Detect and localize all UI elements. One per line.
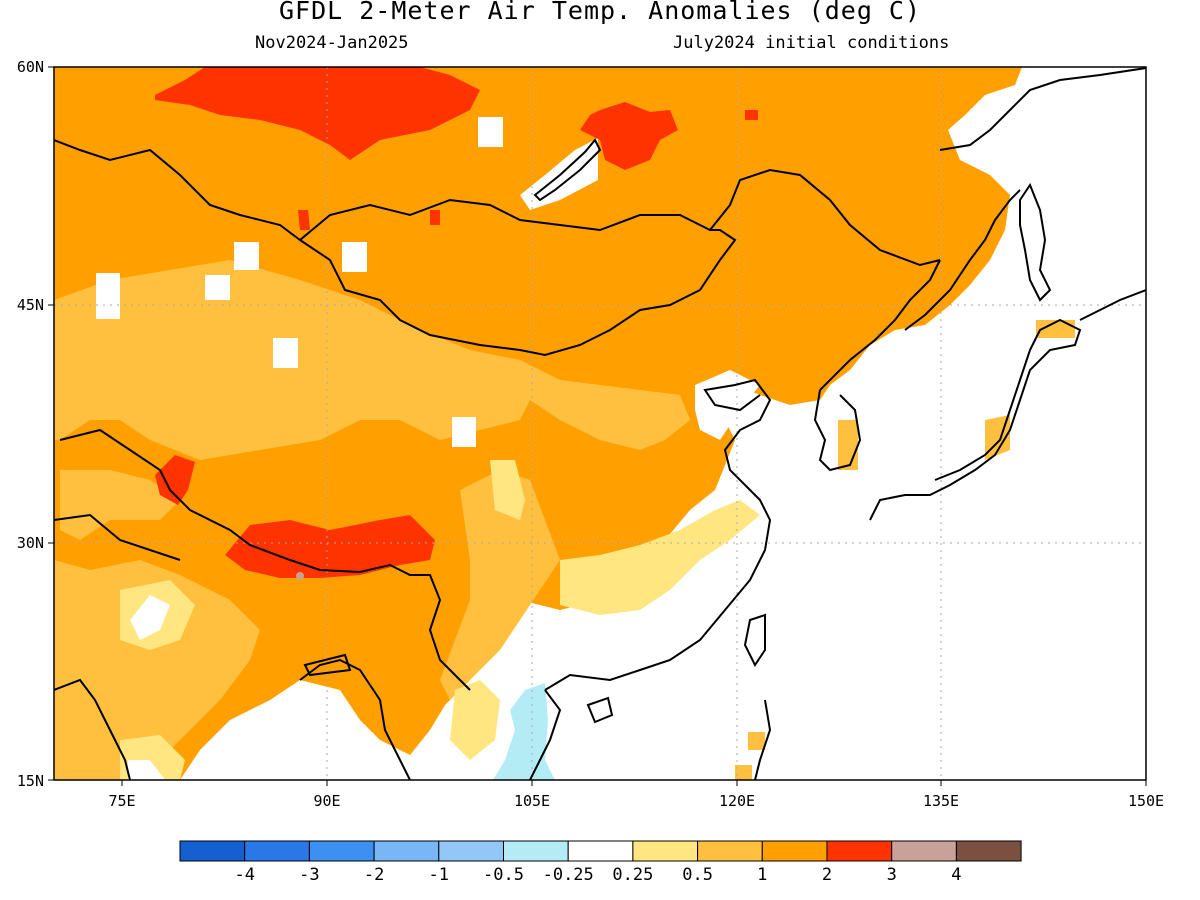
colorbar-label: 3 bbox=[887, 865, 897, 885]
anomaly-region-1-2 bbox=[54, 67, 1022, 780]
anomaly-region-05-1 bbox=[440, 470, 560, 700]
colorbar-label: -4 bbox=[234, 865, 254, 885]
coastlines-borders bbox=[54, 67, 1146, 780]
lat-label: 15N bbox=[17, 772, 44, 790]
lon-label: 90E bbox=[313, 792, 340, 810]
lat-label: 60N bbox=[17, 58, 44, 76]
anomaly-region-2-3 bbox=[155, 455, 195, 505]
colorbar-swatch bbox=[761, 840, 828, 862]
anomaly-region-2-3 bbox=[580, 102, 678, 170]
colorbar-swatch bbox=[697, 840, 763, 862]
anomaly-region-05-1 bbox=[54, 560, 260, 780]
colorbar-label: -0.5 bbox=[483, 865, 524, 885]
anomaly-field bbox=[54, 67, 1146, 780]
anomaly-region-2-3 bbox=[155, 67, 480, 160]
colorbar-swatch bbox=[955, 840, 1022, 862]
anomaly-region-05-1 bbox=[748, 732, 765, 750]
anomaly-region-05-1 bbox=[54, 260, 690, 460]
latitude-labels: 60N 45N 30N 15N bbox=[17, 58, 44, 790]
forecast-period: Nov2024-Jan2025 bbox=[255, 33, 409, 53]
longitude-labels: 75E 90E 105E 120E 135E 150E bbox=[108, 792, 1164, 810]
lat-label: 30N bbox=[17, 534, 44, 552]
lon-label: 75E bbox=[108, 792, 135, 810]
anomaly-region-025-05 bbox=[490, 460, 525, 520]
axis-ticks bbox=[48, 66, 1147, 786]
anomaly-region-neg bbox=[493, 683, 555, 780]
anomaly-region-2-3 bbox=[298, 210, 310, 230]
anomaly-region-05-1 bbox=[1036, 320, 1075, 338]
map-title: GFDL 2-Meter Air Temp. Anomalies (deg C) bbox=[278, 0, 922, 25]
lon-label: 105E bbox=[514, 792, 550, 810]
anomaly-region-05-1 bbox=[838, 420, 858, 470]
colorbar-swatch bbox=[308, 840, 375, 862]
colorbar-swatch bbox=[891, 840, 957, 862]
colorbar-label: -0.25 bbox=[543, 865, 594, 885]
colorbar-label: -2 bbox=[364, 865, 384, 885]
anomaly-region-05-1 bbox=[60, 470, 180, 540]
anomaly-region-2-3 bbox=[225, 515, 435, 578]
anomaly-region-025-05 bbox=[560, 500, 760, 615]
colorbar-swatch bbox=[826, 840, 893, 862]
graticule bbox=[54, 67, 1146, 780]
anomaly-region-2-3 bbox=[430, 210, 440, 225]
colorbar-label: 4 bbox=[951, 865, 961, 885]
colorbar: -4 -3 -2 -1 -0.5 -0.25 0.25 0.5 1 2 3 4 bbox=[179, 840, 1022, 885]
colorbar-swatch bbox=[503, 840, 569, 862]
colorbar-swatch bbox=[438, 840, 504, 862]
colorbar-label: 1 bbox=[757, 865, 767, 885]
anomaly-region-025-05 bbox=[450, 680, 500, 760]
lon-label: 135E bbox=[923, 792, 959, 810]
colorbar-label: 0.5 bbox=[682, 865, 713, 885]
colorbar-swatch bbox=[244, 840, 310, 862]
colorbar-label: -1 bbox=[429, 865, 449, 885]
map-frame bbox=[53, 66, 1147, 781]
initial-conditions: July2024 initial conditions bbox=[673, 33, 950, 53]
lon-label: 120E bbox=[719, 792, 755, 810]
colorbar-swatch bbox=[632, 840, 699, 862]
anomaly-region-05-1 bbox=[735, 765, 752, 780]
lon-label: 150E bbox=[1128, 792, 1164, 810]
colorbar-label: -3 bbox=[299, 865, 319, 885]
anomaly-region-2-3 bbox=[745, 110, 758, 120]
colorbar-swatch bbox=[567, 840, 634, 862]
colorbar-swatch bbox=[179, 840, 246, 862]
colorbar-swatch bbox=[373, 840, 440, 862]
colorbar-label: 2 bbox=[822, 865, 832, 885]
lat-label: 45N bbox=[17, 296, 44, 314]
colorbar-label: 0.25 bbox=[612, 865, 653, 885]
